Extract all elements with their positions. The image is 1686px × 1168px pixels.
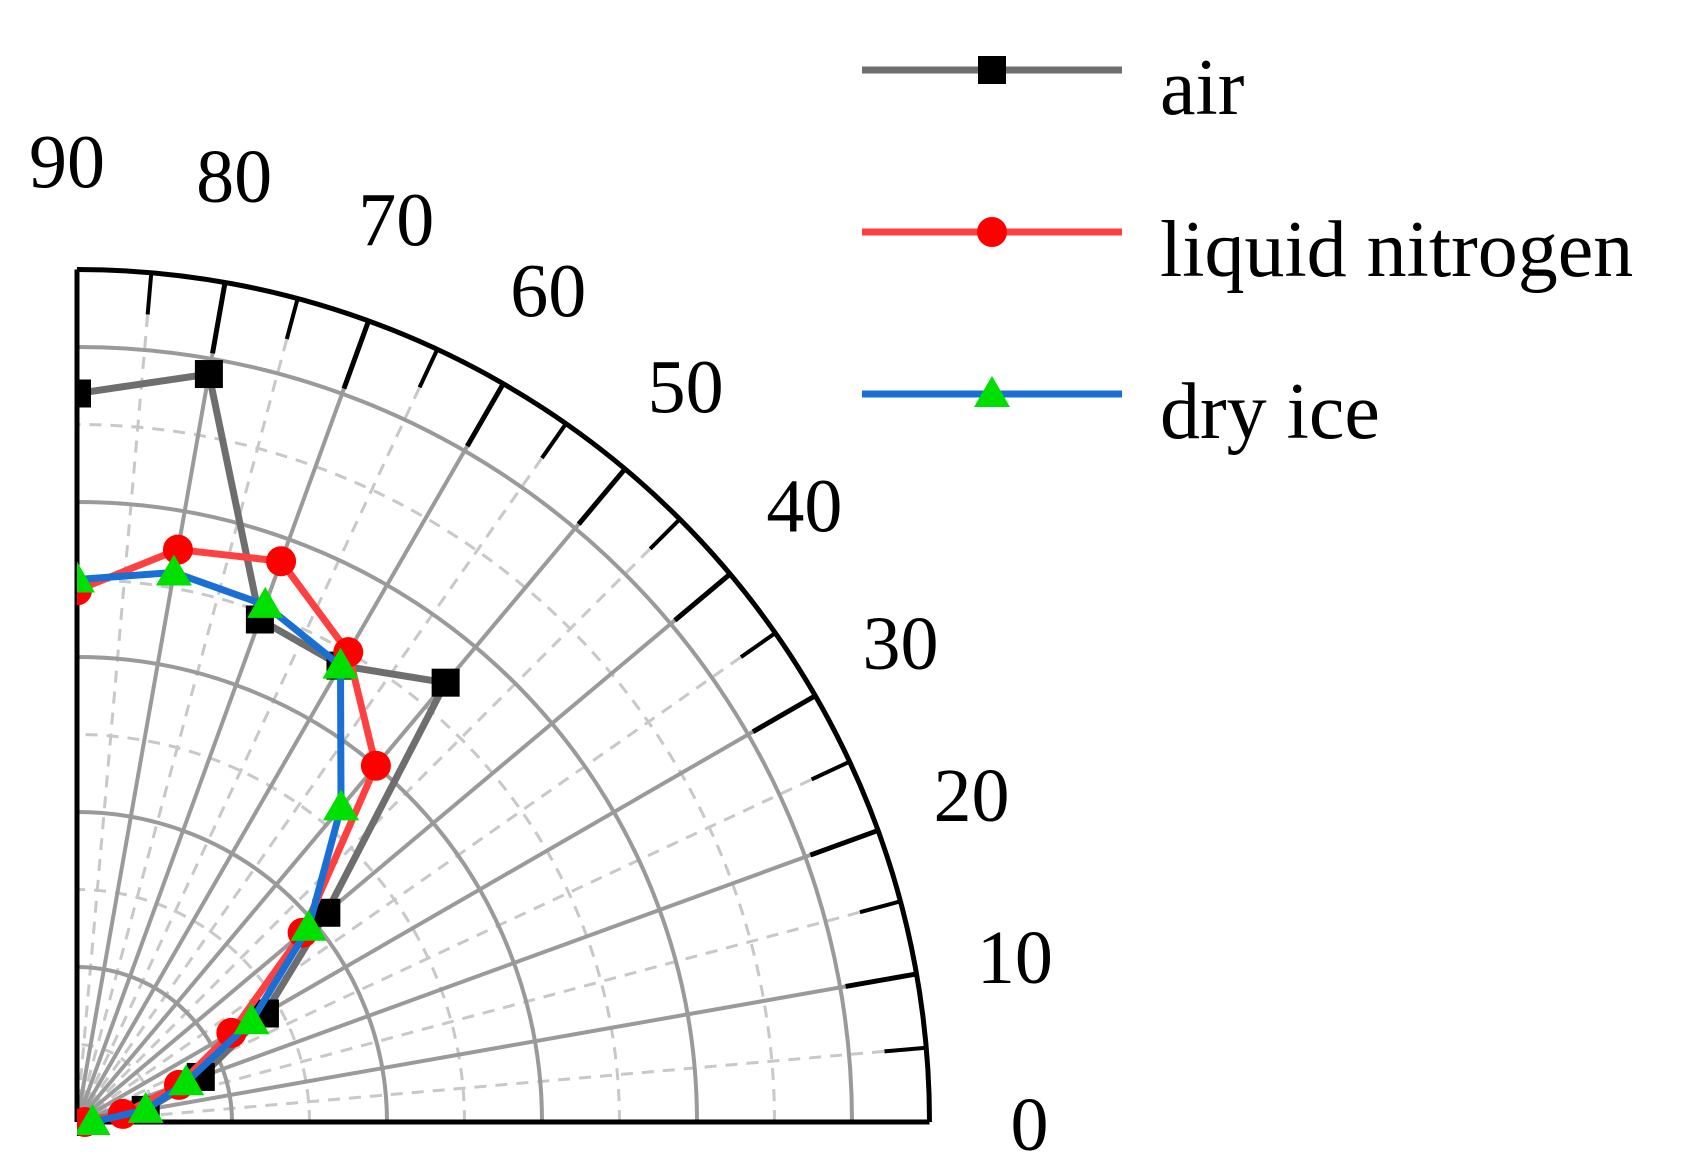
minor-tick: [145, 272, 154, 315]
legend-label: dry ice: [1160, 368, 1380, 456]
data-point: [194, 360, 223, 389]
major-circle: [76, 965, 234, 1123]
major-spoke: [75, 382, 505, 1124]
legend-entry: air: [862, 44, 1244, 132]
angle-tick-label: 70: [358, 179, 434, 263]
data-point: [127, 1091, 164, 1123]
data-point: [290, 909, 327, 941]
angle-tick-label: 40: [766, 464, 842, 548]
legend-marker: [974, 376, 1010, 407]
major-circle: [76, 655, 544, 1123]
legend-marker: [977, 217, 1007, 247]
data-point: [322, 647, 359, 679]
angle-tick-label: 90: [29, 121, 105, 205]
major-spoke: [75, 467, 627, 1124]
minor-tick: [810, 759, 851, 782]
angle-tick-label: 0: [1011, 1083, 1049, 1167]
major-spoke: [76, 694, 817, 1124]
minor-spoke: [76, 631, 777, 1124]
legend-label: liquid nitrogen: [1160, 206, 1633, 294]
major-circle: [76, 500, 699, 1123]
chart-axes: [74, 267, 932, 1125]
data-point: [168, 1064, 205, 1096]
major-tick: [210, 282, 228, 354]
major-spoke: [75, 320, 371, 1123]
legend-entry: liquid nitrogen: [862, 206, 1633, 294]
angle-tick-label: 30: [863, 602, 939, 686]
data-point: [247, 586, 284, 618]
angle-tick-label: 10: [977, 916, 1053, 1000]
series-line: [77, 546, 380, 1126]
data-point: [162, 534, 193, 565]
data-point: [155, 554, 192, 586]
minor-spoke: [76, 899, 901, 1124]
major-spoke: [75, 282, 228, 1123]
series-dry-ice: [77, 554, 360, 1135]
data-point: [266, 546, 297, 577]
major-tick: [751, 693, 817, 734]
major-circle: [76, 345, 854, 1123]
major-tick: [465, 382, 506, 448]
major-tick: [809, 828, 879, 858]
legend-label: air: [1160, 44, 1244, 132]
minor-spoke: [75, 298, 300, 1123]
angle-tick-label: 60: [510, 249, 586, 333]
minor-tick: [739, 631, 777, 659]
major-spoke: [76, 971, 917, 1124]
data-point: [360, 750, 391, 781]
legend-marker: [978, 56, 1006, 84]
legend: air liquid nitrogen dry ice: [862, 44, 1633, 456]
major-tick: [845, 971, 917, 989]
major-tick: [341, 320, 371, 390]
major-circle: [76, 810, 389, 1123]
minor-tick: [284, 298, 300, 340]
minor-circle: [76, 888, 311, 1123]
minor-spoke: [75, 348, 439, 1123]
series-line: [77, 370, 450, 1126]
minor-tick: [540, 422, 568, 460]
minor-grid: [75, 272, 927, 1124]
data-point: [77, 561, 95, 593]
minor-spoke: [75, 422, 568, 1123]
minor-tick: [884, 1045, 927, 1054]
minor-spoke: [76, 1046, 927, 1124]
minor-tick: [859, 899, 901, 915]
series-layer: [77, 360, 460, 1137]
minor-spoke: [75, 518, 681, 1124]
major-spoke: [75, 572, 732, 1124]
data-point: [77, 1104, 111, 1135]
minor-circle: [76, 578, 621, 1123]
minor-spoke: [75, 272, 153, 1123]
legend-entry: dry ice: [862, 368, 1380, 456]
data-point: [77, 379, 91, 408]
data-point: [233, 1003, 270, 1035]
data-point: [323, 789, 360, 821]
data-point: [431, 668, 460, 697]
minor-spoke: [76, 760, 851, 1124]
series-line: [77, 568, 345, 1126]
major-tick: [576, 467, 627, 526]
major-tick: [673, 572, 732, 623]
angle-tick-label: 20: [933, 754, 1009, 838]
minor-tick: [417, 348, 440, 389]
angle-tick-label: 80: [196, 135, 272, 219]
minor-tick: [648, 517, 682, 551]
angle-tick-label: 50: [648, 346, 724, 430]
